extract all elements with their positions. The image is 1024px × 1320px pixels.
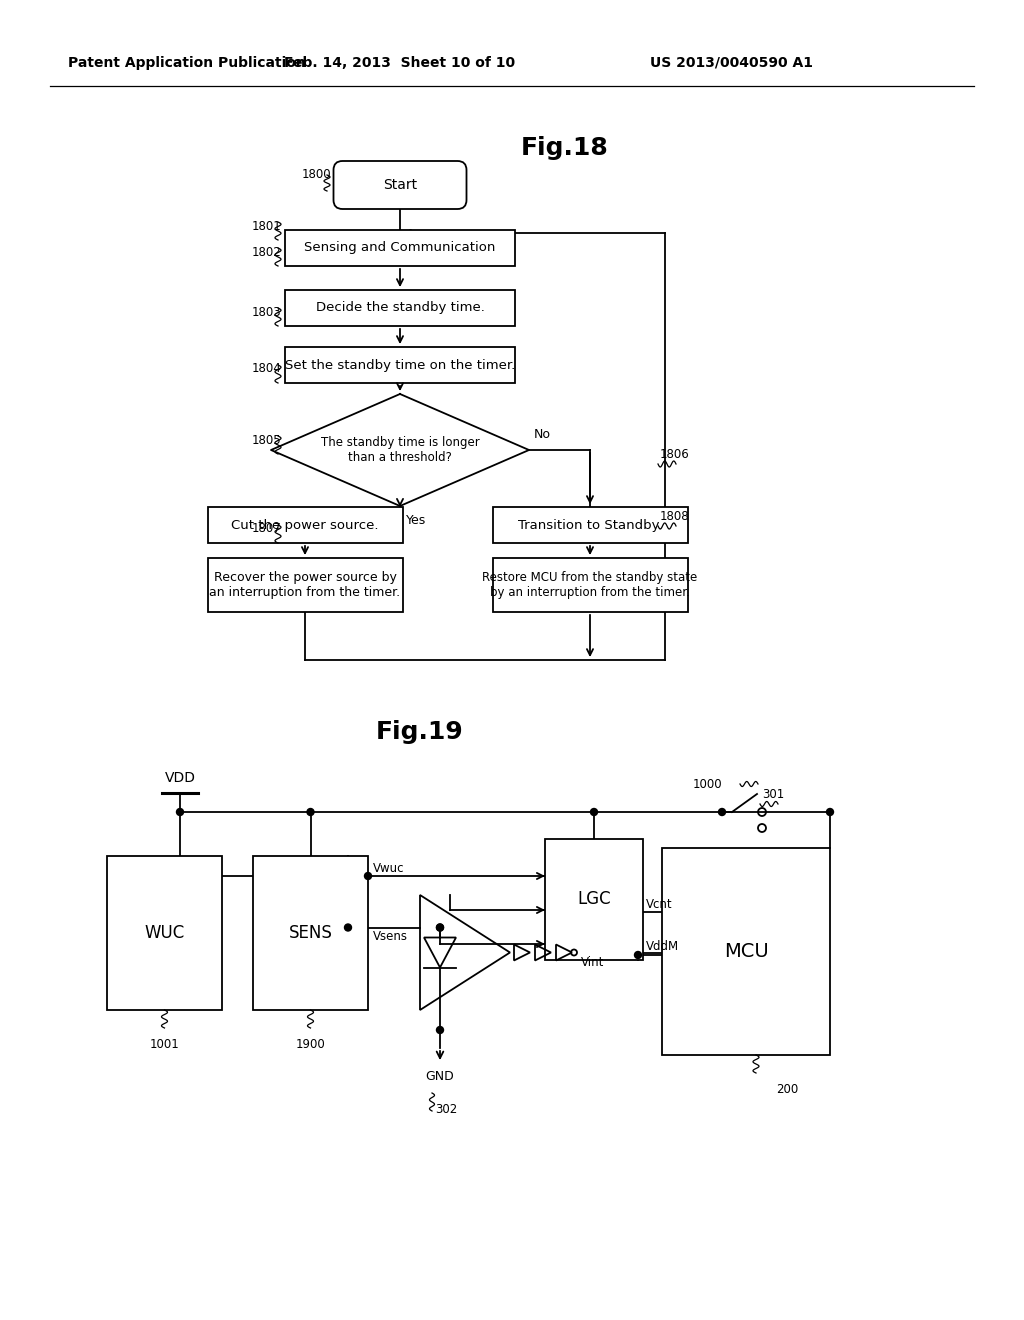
- Circle shape: [826, 808, 834, 816]
- Circle shape: [436, 924, 443, 931]
- Text: Transition to Standby.: Transition to Standby.: [518, 519, 662, 532]
- Circle shape: [436, 924, 443, 931]
- Text: Cut the power source.: Cut the power source.: [231, 519, 379, 532]
- Text: 1900: 1900: [296, 1038, 326, 1051]
- Text: VDD: VDD: [165, 771, 196, 785]
- FancyBboxPatch shape: [253, 855, 368, 1010]
- Text: Sensing and Communication: Sensing and Communication: [304, 242, 496, 255]
- FancyBboxPatch shape: [545, 840, 643, 960]
- Circle shape: [591, 808, 597, 816]
- Text: GND: GND: [426, 1071, 455, 1082]
- FancyBboxPatch shape: [285, 347, 515, 383]
- Text: Patent Application Publication: Patent Application Publication: [68, 55, 306, 70]
- Text: US 2013/0040590 A1: US 2013/0040590 A1: [650, 55, 813, 70]
- FancyBboxPatch shape: [285, 290, 515, 326]
- Text: 1808: 1808: [660, 510, 689, 523]
- Text: WUC: WUC: [144, 924, 184, 942]
- Text: 1802: 1802: [252, 246, 282, 259]
- FancyBboxPatch shape: [493, 507, 687, 543]
- Text: Vcnt: Vcnt: [646, 898, 673, 911]
- Text: 1801: 1801: [252, 219, 282, 232]
- Text: Fig.18: Fig.18: [521, 136, 609, 160]
- Text: Set the standby time on the timer.: Set the standby time on the timer.: [285, 359, 515, 371]
- Text: 1805: 1805: [252, 433, 282, 446]
- Text: Vsens: Vsens: [373, 931, 408, 944]
- Text: Yes: Yes: [406, 513, 426, 527]
- FancyBboxPatch shape: [334, 161, 467, 209]
- Text: 1807: 1807: [252, 523, 282, 536]
- Text: 1806: 1806: [660, 447, 690, 461]
- Circle shape: [436, 1027, 443, 1034]
- Text: Decide the standby time.: Decide the standby time.: [315, 301, 484, 314]
- FancyBboxPatch shape: [285, 230, 515, 267]
- Text: 302: 302: [435, 1104, 458, 1115]
- Text: Start: Start: [383, 178, 417, 191]
- Text: LGC: LGC: [578, 891, 610, 908]
- Text: Feb. 14, 2013  Sheet 10 of 10: Feb. 14, 2013 Sheet 10 of 10: [285, 55, 515, 70]
- Circle shape: [719, 808, 725, 816]
- FancyBboxPatch shape: [662, 847, 830, 1055]
- Circle shape: [307, 808, 314, 816]
- Text: 1804: 1804: [252, 363, 282, 375]
- Circle shape: [365, 873, 372, 879]
- Text: The standby time is longer
than a threshold?: The standby time is longer than a thresh…: [321, 436, 479, 465]
- Text: No: No: [534, 428, 551, 441]
- FancyBboxPatch shape: [208, 558, 402, 612]
- Text: Recover the power source by
an interruption from the timer.: Recover the power source by an interrupt…: [210, 572, 400, 599]
- Text: 1800: 1800: [302, 169, 332, 181]
- Text: VddM: VddM: [646, 940, 679, 953]
- Text: MCU: MCU: [724, 942, 768, 961]
- Circle shape: [344, 924, 351, 931]
- Circle shape: [635, 952, 641, 958]
- Text: 1001: 1001: [150, 1038, 179, 1051]
- FancyBboxPatch shape: [493, 558, 687, 612]
- Text: Restore MCU from the standby state
by an interruption from the timer.: Restore MCU from the standby state by an…: [482, 572, 697, 599]
- Text: SENS: SENS: [289, 924, 333, 942]
- Text: 1000: 1000: [692, 777, 722, 791]
- Text: Vwuc: Vwuc: [373, 862, 404, 874]
- Text: 200: 200: [776, 1082, 799, 1096]
- Text: Vint: Vint: [581, 956, 604, 969]
- Text: 301: 301: [762, 788, 784, 800]
- FancyBboxPatch shape: [106, 855, 222, 1010]
- FancyBboxPatch shape: [208, 507, 402, 543]
- Text: Fig.19: Fig.19: [376, 719, 464, 744]
- Circle shape: [176, 808, 183, 816]
- Text: 1803: 1803: [252, 305, 282, 318]
